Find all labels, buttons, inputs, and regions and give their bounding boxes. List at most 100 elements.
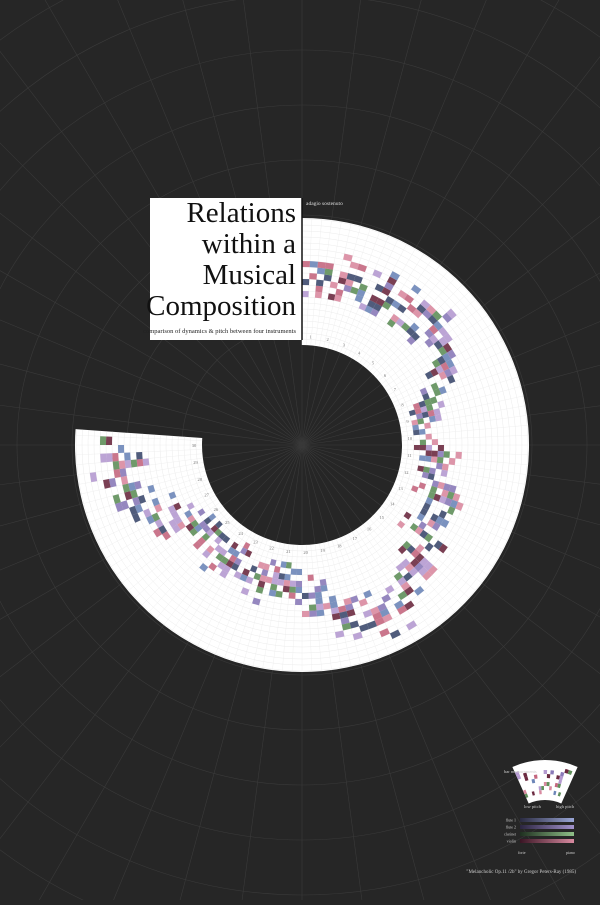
measure-label: 28: [198, 477, 203, 482]
note-cell: [173, 502, 182, 511]
ring-grid: [400, 462, 526, 485]
note-cell: [307, 574, 314, 581]
measure-label: 20: [303, 550, 308, 555]
note-cell: [128, 482, 136, 492]
note-cell: [330, 607, 340, 615]
note-cell: [334, 294, 342, 303]
note-cell: [375, 297, 385, 307]
title-line: Relations: [186, 197, 296, 229]
ring-grid: [306, 218, 313, 346]
note-cell: [432, 310, 443, 321]
note-cell: [314, 291, 323, 299]
note-cell: [132, 513, 141, 523]
note-cell: [448, 484, 457, 494]
note-cell: [418, 428, 426, 435]
note-cell: [419, 439, 426, 445]
note-cell: [416, 304, 427, 314]
measure-label: 15: [379, 515, 384, 520]
note-cell: [404, 562, 415, 573]
note-cell: [219, 548, 228, 557]
note-cell: [302, 279, 310, 286]
measure-label: 22: [269, 546, 274, 551]
note-cell: [364, 305, 374, 314]
legend-bar: [520, 832, 574, 836]
note-cell: [244, 549, 253, 558]
note-cell: [408, 567, 419, 577]
title-line: Musical: [203, 259, 296, 291]
ring-grid: [88, 479, 209, 523]
ring-grid: [327, 225, 361, 349]
ring-grid: [366, 270, 449, 369]
note-cell: [271, 577, 279, 585]
note-cell: [215, 552, 224, 562]
note-cell: [366, 620, 378, 630]
note-cell: [425, 433, 432, 440]
note-cell: [419, 507, 428, 516]
note-cell: [410, 322, 420, 332]
note-cell: [363, 590, 373, 599]
note-cell: [327, 293, 336, 301]
measure-label: 12: [404, 470, 409, 475]
note-cell: [414, 526, 424, 536]
legend-text: high pitch: [556, 804, 575, 809]
note-cell: [295, 598, 302, 605]
note-cell: [397, 289, 408, 300]
note-cell: [232, 549, 240, 558]
legend-cell: [567, 769, 573, 775]
legend-cell: [554, 782, 559, 788]
note-cell: [406, 336, 416, 346]
note-cell: [89, 472, 98, 483]
note-cell: [113, 469, 121, 478]
bg-ray: [0, 404, 303, 446]
note-cell: [350, 286, 359, 295]
legend-cell: [533, 774, 538, 779]
note-cell: [406, 327, 416, 337]
note-cell: [214, 528, 223, 537]
measure-label: 13: [398, 486, 403, 491]
legend-cell: [543, 770, 548, 775]
note-cell: [411, 419, 419, 426]
note-cell: [112, 461, 120, 470]
ring-grid: [392, 487, 508, 542]
bg-ray: [0, 270, 303, 446]
ring-grid: [400, 405, 526, 428]
note-cell: [402, 540, 412, 550]
note-cell: [422, 570, 433, 581]
legend-text: violin: [507, 839, 516, 844]
note-cell: [421, 411, 429, 419]
note-cell: [315, 597, 323, 605]
ring: [74, 218, 529, 673]
note-cell: [433, 320, 443, 331]
legend-cell: [560, 771, 565, 777]
note-cell: [283, 579, 291, 587]
note-cell: [106, 436, 113, 445]
note-cell: [118, 460, 126, 470]
note-cell: [446, 308, 457, 320]
ring-grid: [383, 502, 489, 576]
note-cell: [218, 531, 227, 540]
note-cell: [386, 318, 396, 328]
bg-ray: [0, 363, 303, 446]
legend-cell: [546, 782, 550, 787]
ring-grid: [224, 538, 268, 659]
note-cell: [316, 267, 326, 275]
note-cell: [228, 554, 237, 563]
note-cell: [220, 556, 229, 565]
note-cell: [340, 616, 350, 625]
ring-grid: [233, 540, 273, 662]
legend-cell: [559, 775, 564, 781]
note-cell: [259, 574, 267, 583]
note-cell: [331, 612, 341, 621]
note-cell: [448, 457, 456, 466]
note-cell: [397, 576, 407, 586]
ring-grid: [291, 544, 298, 672]
note-cell: [309, 261, 319, 268]
ring-grid: [401, 425, 529, 437]
note-cell: [339, 271, 349, 279]
note-cell: [349, 261, 360, 270]
legend-cell: [538, 786, 542, 791]
note-cell: [120, 475, 129, 485]
note-cell: [370, 308, 379, 317]
note-cell: [115, 502, 124, 513]
note-cell: [112, 494, 121, 504]
